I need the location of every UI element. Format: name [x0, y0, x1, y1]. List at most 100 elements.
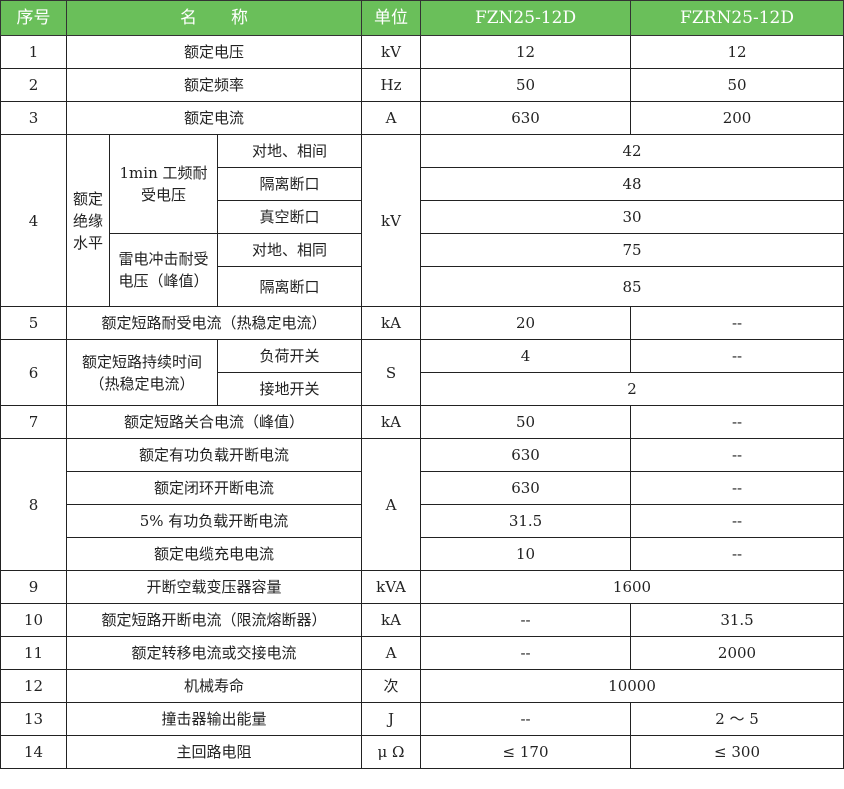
row-value1: 31.5	[420, 504, 632, 538]
row-name: 开断空载变压器容量	[65, 570, 363, 604]
row-value: 1600	[420, 570, 844, 604]
row-name: 撞击器输出能量	[65, 702, 363, 736]
row-value: 30	[420, 200, 844, 234]
row-unit: kVA	[361, 570, 422, 604]
row-value1: 12	[420, 35, 632, 69]
col-model2: FZRN25-12D	[630, 0, 844, 36]
row-name: 额定电缆充电电流	[65, 537, 363, 571]
table-row: 额定闭环开断电流 630 --	[1, 471, 844, 505]
row-unit: S	[361, 339, 422, 406]
col-no: 序号	[0, 0, 67, 36]
row-value2: 2 ～ 5	[630, 702, 844, 736]
row-value2: 200	[630, 101, 844, 135]
row-name: 额定电压	[65, 35, 363, 69]
table-row: 7 额定短路关合电流（峰值） kA 50 --	[0, 405, 844, 439]
row-value1: 4	[420, 339, 632, 373]
row-value2: 50	[630, 68, 844, 102]
spec-table: 序号 名 称 单位 FZN25-12D FZRN25-12D 1 额定电压 kV…	[0, 0, 844, 769]
row-item: 隔离断口	[216, 266, 363, 307]
row-unit: J	[361, 702, 422, 736]
row-value1: 10	[420, 537, 632, 571]
table-row: 5% 有功负载开断电流 31.5 --	[1, 504, 844, 538]
row-value1: 50	[420, 405, 632, 439]
row-name: 5% 有功负载开断电流	[65, 504, 363, 538]
row-unit: Hz	[361, 68, 422, 102]
table-row: 8 额定有功负载开断电流 A 630 --	[0, 438, 844, 571]
table-row: 隔离断口 48	[1, 167, 844, 201]
table-row: 1 额定电压 kV 12 12	[0, 35, 844, 69]
row-no: 10	[0, 603, 67, 637]
row-no: 12	[0, 669, 67, 703]
row-name: 主回路电阻	[65, 735, 363, 769]
row-subgroup: 1min 工频耐受电压	[109, 134, 218, 234]
row-name: 额定闭环开断电流	[65, 471, 363, 505]
table-row: 2 额定频率 Hz 50 50	[0, 68, 844, 102]
row-value: 10000	[420, 669, 844, 703]
row-name: 额定短路开断电流（限流熔断器）	[65, 603, 363, 637]
row-value1: 50	[420, 68, 632, 102]
row-value2: --	[630, 405, 844, 439]
row-unit: kA	[361, 306, 422, 340]
row-item: 真空断口	[216, 200, 363, 234]
row-name: 额定电流	[65, 101, 363, 135]
row-unit: kV	[361, 35, 422, 69]
col-name: 名 称	[65, 0, 363, 36]
row-no: 8	[0, 438, 67, 571]
row-item: 接地开关	[216, 372, 363, 406]
table-row: 13 撞击器输出能量 J -- 2 ～ 5	[0, 702, 844, 736]
row-value1: --	[420, 702, 632, 736]
row-no: 9	[0, 570, 67, 604]
row-value1: --	[420, 636, 632, 670]
row-no: 2	[0, 68, 67, 102]
row-value2: --	[630, 504, 844, 538]
row-value1: 630	[420, 438, 632, 472]
row-value1: 630	[420, 471, 632, 505]
row-value1: --	[420, 603, 632, 637]
row-value2: 2000	[630, 636, 844, 670]
row-no: 5	[0, 306, 67, 340]
row-name: 额定频率	[65, 68, 363, 102]
row-value: 85	[420, 266, 844, 307]
row-no: 4	[0, 134, 67, 307]
row-value2: ≤ 300	[630, 735, 844, 769]
row-no: 6	[0, 339, 67, 406]
row-value1: 20	[420, 306, 632, 340]
row-value1: ≤ 170	[420, 735, 632, 769]
row-unit: A	[361, 101, 422, 135]
row-group: 额定短路持续时间（热稳定电流）	[66, 339, 218, 406]
row-no: 11	[0, 636, 67, 670]
table-row: 10 额定短路开断电流（限流熔断器） kA -- 31.5	[0, 603, 844, 637]
table-row: 4 额定绝缘水平 1min 工频耐受电压 对地、相间 kV 42	[0, 134, 844, 307]
row-item: 对地、相间	[216, 134, 363, 168]
table-row: 11 额定转移电流或交接电流 A -- 2000	[0, 636, 844, 670]
row-unit: kA	[361, 405, 422, 439]
row-subgroup: 雷电冲击耐受电压（峰值）	[109, 233, 218, 307]
row-unit: μ Ω	[361, 735, 422, 769]
row-unit: A	[361, 438, 422, 571]
row-unit: 次	[361, 669, 422, 703]
row-name: 额定短路关合电流（峰值）	[65, 405, 363, 439]
row-no: 1	[0, 35, 67, 69]
row-value2: --	[630, 471, 844, 505]
row-name: 额定短路耐受电流（热稳定电流）	[65, 306, 363, 340]
row-value2: --	[630, 339, 844, 373]
row-name: 额定有功负载开断电流	[65, 438, 363, 472]
row-value: 75	[420, 233, 844, 267]
col-model1: FZN25-12D	[420, 0, 632, 36]
row-unit: kV	[361, 134, 422, 307]
table-row: 9 开断空载变压器容量 kVA 1600	[0, 570, 844, 604]
row-value: 42	[420, 134, 844, 168]
row-unit: A	[361, 636, 422, 670]
table-row: 额定电缆充电电流 10 --	[1, 537, 844, 571]
row-no: 14	[0, 735, 67, 769]
table-row: 6 额定短路持续时间（热稳定电流） 负荷开关 S 4 --	[0, 339, 844, 406]
row-item: 对地、相同	[216, 233, 363, 267]
table-row: 接地开关 2	[1, 372, 844, 406]
header-row: 序号 名 称 单位 FZN25-12D FZRN25-12D	[0, 0, 844, 36]
col-unit: 单位	[361, 0, 422, 36]
row-value2: --	[630, 438, 844, 472]
row-item: 负荷开关	[216, 339, 363, 373]
row-no: 13	[0, 702, 67, 736]
row-value: 48	[420, 167, 844, 201]
row-value1: 630	[420, 101, 632, 135]
